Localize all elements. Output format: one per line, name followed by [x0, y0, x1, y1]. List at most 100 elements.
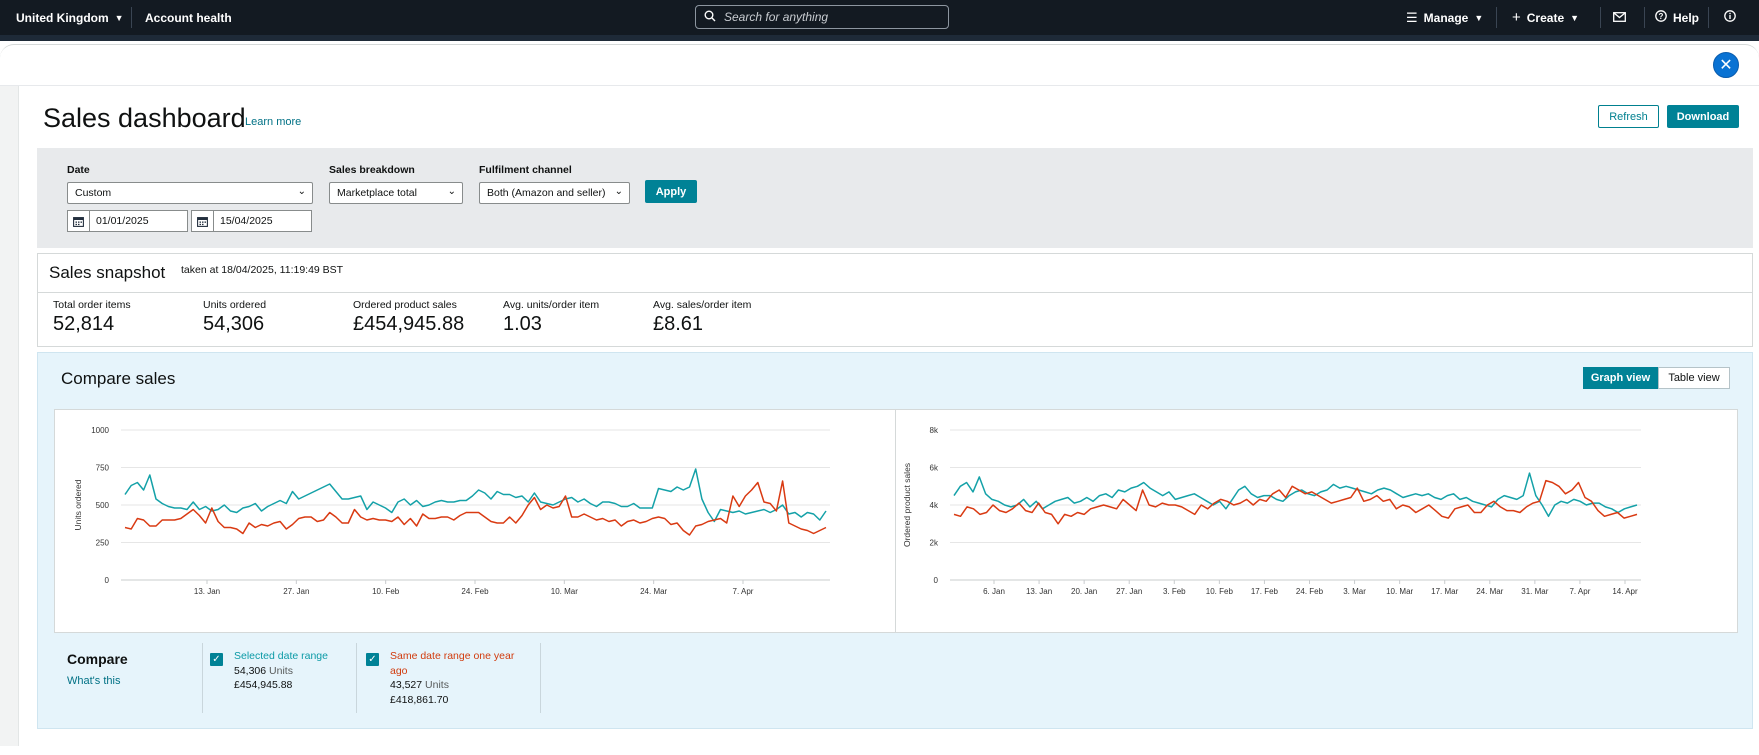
- whats-this-link[interactable]: What's this: [67, 675, 121, 687]
- y-tick-label: 750: [96, 464, 110, 473]
- x-tick-label: 3. Feb: [1163, 587, 1186, 596]
- search-input[interactable]: [724, 10, 934, 24]
- page-title: Sales dashboard: [43, 103, 246, 133]
- marketplace-label: United Kingdom: [16, 10, 109, 25]
- snapshot-title: Sales snapshot: [49, 263, 166, 282]
- legend-title: Compare: [67, 651, 128, 667]
- sheet-header-divider: [0, 85, 1759, 86]
- sales-breakdown-label: Sales breakdown: [329, 164, 415, 176]
- y-tick-label: 6k: [930, 464, 939, 473]
- metric-label: Units ordered: [203, 299, 267, 311]
- previous-year-checkbox[interactable]: ✓: [366, 653, 379, 666]
- previous-year-name-line2: ago: [390, 664, 408, 677]
- fulfilment-channel-select[interactable]: Both (Amazon and seller) ⌄: [479, 182, 630, 204]
- x-tick-label: 7. Apr: [733, 587, 754, 596]
- divider: [131, 7, 132, 28]
- previous-year-sales: £418,861.70: [390, 693, 449, 706]
- metric-avg-sales-per-order-item: Avg. sales/order item £8.61: [653, 299, 751, 336]
- legend-divider: [356, 643, 357, 713]
- help-label: Help: [1673, 10, 1700, 25]
- manage-menu[interactable]: ☰ Manage ▼: [1406, 0, 1483, 35]
- divider: [1600, 7, 1601, 28]
- refresh-button[interactable]: Refresh: [1598, 105, 1659, 128]
- calendar-icon[interactable]: [192, 211, 214, 231]
- metric-value: £454,945.88: [353, 313, 465, 335]
- chevron-down-icon: ⌄: [447, 186, 456, 197]
- fulfilment-channel-label: Fulfilment channel: [479, 164, 572, 176]
- legend-divider: [202, 643, 203, 713]
- y-tick-label: 500: [96, 501, 110, 510]
- filter-panel: [37, 148, 1753, 248]
- snapshot-header: Sales snapshot taken at 18/04/2025, 11:1…: [38, 254, 1752, 293]
- y-tick-label: 0: [105, 576, 110, 585]
- compare-sales-panel: Compare sales Graph view Table view 0 250…: [37, 352, 1753, 729]
- x-tick-label: 31. Mar: [1521, 587, 1548, 596]
- metric-ordered-product-sales: Ordered product sales £454,945.88: [353, 299, 464, 336]
- mail-icon: [1613, 11, 1626, 25]
- metric-label: Total order items: [53, 299, 131, 311]
- messages-button[interactable]: [1613, 0, 1626, 35]
- divider: [1644, 7, 1645, 28]
- metric-label: Avg. units/order item: [503, 299, 600, 311]
- chevron-down-icon: ⌄: [614, 186, 623, 197]
- top-navigation-bar: United Kingdom ▼ Account health ☰ Manage…: [0, 0, 1759, 35]
- compare-legend: Compare What's this ✓ Selected date rang…: [38, 643, 1752, 723]
- x-tick-label: 10. Mar: [1386, 587, 1413, 596]
- table-view-button[interactable]: Table view: [1658, 367, 1730, 389]
- caret-down-icon: ▼: [114, 12, 124, 23]
- marketplace-selector[interactable]: United Kingdom ▼: [16, 0, 124, 35]
- manage-label: Manage: [1423, 10, 1469, 25]
- divider: [1496, 7, 1497, 28]
- sales-breakdown-select[interactable]: Marketplace total ⌄: [329, 182, 463, 204]
- plus-icon: +: [1512, 9, 1521, 26]
- end-date-field[interactable]: 15/04/2025: [191, 210, 312, 232]
- metric-value: 52,814: [53, 313, 115, 335]
- units-ordered-chart: 0 250 500 750 1000 Units ordered 13. Jan 27. Ja…: [73, 426, 830, 596]
- x-tick-label: 10. Mar: [551, 587, 578, 596]
- info-button[interactable]: [1724, 0, 1736, 35]
- check-icon: ✓: [368, 654, 377, 665]
- series-line-selected-range: [953, 472, 1638, 518]
- selected-range-checkbox[interactable]: ✓: [210, 653, 223, 666]
- y-axis-label: Ordered product sales: [902, 463, 912, 547]
- legend-divider: [540, 643, 541, 713]
- apply-button[interactable]: Apply: [645, 180, 697, 203]
- search-box[interactable]: [695, 5, 949, 29]
- x-tick-label: 10. Feb: [372, 587, 400, 596]
- account-health-link[interactable]: Account health: [145, 0, 232, 35]
- x-tick-label: 20. Jan: [1071, 587, 1097, 596]
- end-date-value: 15/04/2025: [220, 215, 273, 227]
- x-tick-label: 10. Feb: [1206, 587, 1234, 596]
- download-button[interactable]: Download: [1667, 105, 1739, 128]
- selected-range-units: 54,306: [234, 664, 267, 677]
- navigation-shadow: [0, 35, 1759, 41]
- y-tick-label: 250: [96, 539, 110, 548]
- svg-text:?: ?: [1659, 12, 1664, 21]
- metric-value: 1.03: [503, 313, 542, 335]
- question-icon: ?: [1655, 10, 1667, 25]
- create-menu[interactable]: + Create ▼: [1512, 0, 1579, 35]
- learn-more-link[interactable]: Learn more: [245, 116, 302, 128]
- help-button[interactable]: ? Help: [1655, 0, 1699, 35]
- close-button[interactable]: ✕: [1713, 52, 1739, 78]
- units-word: Units: [269, 664, 293, 677]
- x-tick-label: 27. Jan: [1116, 587, 1142, 596]
- x-tick-label: 14. Apr: [1612, 587, 1638, 596]
- caret-down-icon: ▼: [1474, 12, 1484, 23]
- sales-breakdown-value: Marketplace total: [337, 187, 417, 199]
- search-icon: [704, 10, 716, 25]
- y-tick-label: 8k: [930, 426, 939, 435]
- date-range-select[interactable]: Custom ⌄: [67, 182, 313, 204]
- previous-year-name-line1: Same date range one year: [390, 650, 515, 662]
- previous-year-units: 43,527: [390, 679, 423, 691]
- calendar-icon[interactable]: [68, 211, 90, 231]
- compare-sales-title: Compare sales: [61, 369, 176, 388]
- x-tick-label: 24. Mar: [640, 587, 667, 596]
- chart-divider: [895, 410, 896, 632]
- y-tick-label: 4k: [930, 501, 939, 510]
- x-tick-label: 6. Jan: [983, 587, 1005, 596]
- metric-value: £8.61: [653, 313, 704, 335]
- graph-view-button[interactable]: Graph view: [1583, 367, 1658, 389]
- x-tick-label: 3. Mar: [1343, 587, 1366, 596]
- start-date-field[interactable]: 01/01/2025: [67, 210, 188, 232]
